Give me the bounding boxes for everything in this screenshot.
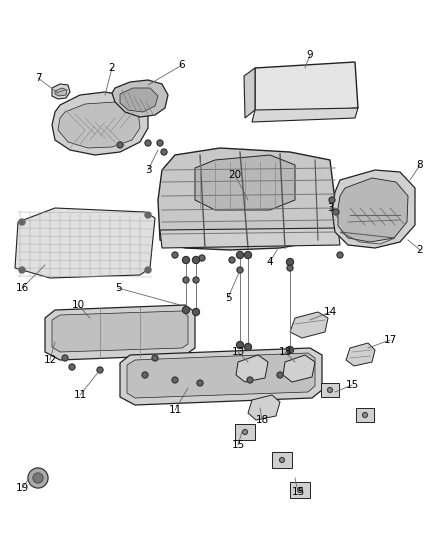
Circle shape [193, 277, 199, 283]
Circle shape [247, 377, 253, 383]
Polygon shape [120, 88, 158, 112]
Polygon shape [112, 80, 168, 117]
Circle shape [243, 430, 247, 434]
Circle shape [244, 343, 251, 351]
Polygon shape [255, 62, 358, 115]
Circle shape [19, 219, 25, 225]
Circle shape [172, 377, 178, 383]
Circle shape [33, 473, 43, 483]
Text: 7: 7 [35, 73, 41, 83]
Text: 3: 3 [327, 203, 333, 213]
Polygon shape [248, 395, 280, 420]
Text: 14: 14 [323, 307, 337, 317]
Polygon shape [338, 178, 408, 242]
Text: 18: 18 [255, 415, 268, 425]
Polygon shape [290, 312, 328, 338]
Circle shape [19, 267, 25, 273]
Polygon shape [346, 343, 375, 366]
Circle shape [28, 468, 48, 488]
Polygon shape [52, 311, 188, 352]
Circle shape [157, 140, 163, 146]
Polygon shape [45, 305, 195, 360]
Text: 11: 11 [74, 390, 87, 400]
Text: 3: 3 [145, 165, 151, 175]
Circle shape [183, 277, 189, 283]
Polygon shape [58, 102, 140, 148]
Circle shape [161, 149, 167, 155]
Polygon shape [283, 355, 315, 382]
Text: 5: 5 [115, 283, 121, 293]
Circle shape [286, 346, 293, 353]
Circle shape [237, 267, 243, 273]
Circle shape [183, 306, 190, 313]
Text: 20: 20 [229, 170, 242, 180]
Polygon shape [321, 383, 339, 397]
Circle shape [192, 309, 199, 316]
Text: 2: 2 [417, 245, 423, 255]
Text: 9: 9 [307, 50, 313, 60]
Circle shape [237, 342, 244, 349]
Circle shape [97, 367, 103, 373]
Text: 15: 15 [346, 380, 359, 390]
Circle shape [145, 212, 151, 218]
Polygon shape [120, 348, 322, 405]
Circle shape [69, 364, 75, 370]
Polygon shape [235, 424, 255, 440]
Text: 13: 13 [279, 347, 292, 357]
Text: 4: 4 [267, 257, 273, 267]
Circle shape [192, 256, 199, 263]
Circle shape [244, 252, 251, 259]
Text: 16: 16 [15, 283, 28, 293]
Polygon shape [127, 353, 315, 398]
Circle shape [287, 265, 293, 271]
Polygon shape [55, 88, 67, 96]
Text: 6: 6 [179, 60, 185, 70]
Circle shape [145, 267, 151, 273]
Polygon shape [332, 170, 415, 248]
Circle shape [337, 252, 343, 258]
Circle shape [229, 257, 235, 263]
Polygon shape [272, 452, 292, 468]
Polygon shape [236, 355, 268, 382]
Circle shape [145, 140, 151, 146]
Circle shape [297, 488, 303, 492]
Polygon shape [15, 208, 155, 278]
Circle shape [237, 252, 244, 259]
Circle shape [329, 197, 335, 203]
Text: 8: 8 [417, 160, 423, 170]
Circle shape [279, 457, 285, 463]
Polygon shape [290, 482, 310, 498]
Circle shape [152, 355, 158, 361]
Circle shape [199, 255, 205, 261]
Polygon shape [195, 155, 295, 210]
Text: 12: 12 [43, 355, 57, 365]
Polygon shape [160, 228, 340, 248]
Polygon shape [52, 92, 148, 155]
Text: 19: 19 [15, 483, 28, 493]
Text: 13: 13 [231, 347, 245, 357]
Circle shape [277, 372, 283, 378]
Text: 11: 11 [168, 405, 182, 415]
Polygon shape [252, 108, 358, 122]
Circle shape [333, 209, 339, 215]
Polygon shape [244, 68, 255, 118]
Circle shape [117, 142, 123, 148]
Circle shape [197, 380, 203, 386]
Text: 15: 15 [291, 487, 304, 497]
Text: 2: 2 [109, 63, 115, 73]
Circle shape [286, 259, 293, 265]
Circle shape [363, 413, 367, 417]
Text: 17: 17 [383, 335, 397, 345]
Circle shape [183, 256, 190, 263]
Text: 15: 15 [231, 440, 245, 450]
Text: 5: 5 [225, 293, 231, 303]
Circle shape [328, 387, 332, 392]
Circle shape [172, 252, 178, 258]
Text: 10: 10 [71, 300, 85, 310]
Polygon shape [356, 408, 374, 422]
Polygon shape [158, 148, 338, 250]
Circle shape [62, 355, 68, 361]
Polygon shape [52, 84, 70, 99]
Circle shape [142, 372, 148, 378]
